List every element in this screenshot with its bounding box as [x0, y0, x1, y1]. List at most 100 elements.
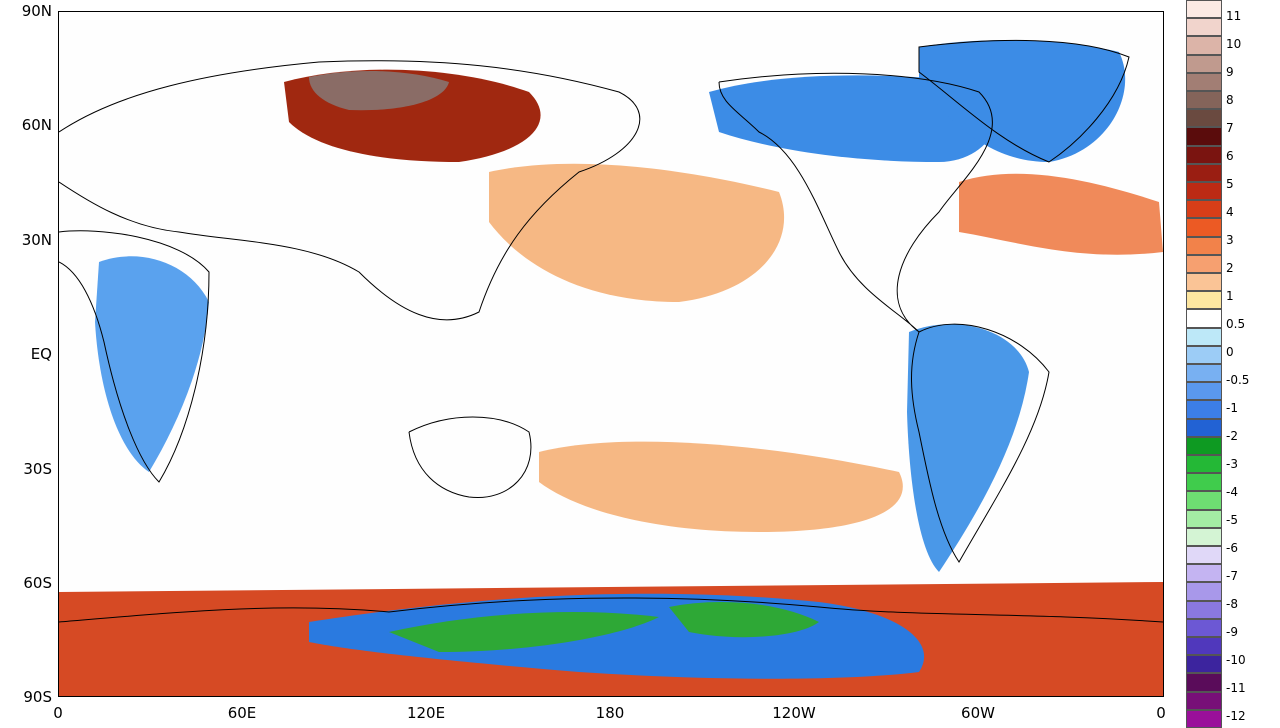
colorbar-swatch [1186, 709, 1222, 728]
colorbar-swatch [1186, 418, 1222, 437]
colorbar-swatch [1186, 54, 1222, 73]
colorbar-swatch [1186, 0, 1222, 19]
colorbar [1186, 0, 1222, 728]
colorbar-tick-label: 0 [1226, 345, 1234, 359]
colorbar-swatch [1186, 473, 1222, 492]
colorbar-tick-label: -12 [1226, 709, 1246, 723]
lon-label-0-east: 0 [1156, 704, 1166, 722]
colorbar-tick-label: -4 [1226, 485, 1238, 499]
map-canvas [59, 12, 1163, 696]
coastline-africa [59, 230, 210, 483]
lat-label-30s: 30S [23, 460, 52, 478]
colorbar-swatch [1186, 400, 1222, 419]
colorbar-tick-label: -3 [1226, 457, 1238, 471]
anomaly-map [58, 11, 1164, 697]
colorbar-swatch [1186, 218, 1222, 237]
colorbar-swatch [1186, 436, 1222, 455]
colorbar-swatch [1186, 36, 1222, 55]
colorbar-swatch [1186, 109, 1222, 128]
colorbar-swatch [1186, 145, 1222, 164]
lon-label-120e: 120E [406, 704, 446, 722]
colorbar-swatch [1186, 582, 1222, 601]
colorbar-tick-label: 4 [1226, 205, 1234, 219]
south-pacific-warm-region [539, 441, 903, 532]
colorbar-tick-label: 8 [1226, 93, 1234, 107]
colorbar-swatch [1186, 309, 1222, 328]
colorbar-swatch [1186, 254, 1222, 273]
colorbar-swatch [1186, 546, 1222, 565]
lon-label-60e: 60E [227, 704, 257, 722]
colorbar-tick-label: -7 [1226, 569, 1238, 583]
colorbar-tick-label: 6 [1226, 149, 1234, 163]
colorbar-tick-label: -2 [1226, 429, 1238, 443]
antarctica-cold-core [389, 612, 659, 652]
colorbar-tick-label: 10 [1226, 37, 1242, 51]
colorbar-tick-label: -8 [1226, 597, 1238, 611]
colorbar-tick-label: -5 [1226, 513, 1238, 527]
colorbar-swatch [1186, 18, 1222, 37]
coastline-antarctica [59, 597, 1163, 623]
colorbar-tick-label: 3 [1226, 233, 1234, 247]
colorbar-swatch [1186, 655, 1222, 674]
colorbar-swatch [1186, 364, 1222, 383]
antarctica-cold-core-east [669, 602, 819, 638]
coastline-south-america [911, 323, 1050, 563]
lat-label-60s: 60S [23, 574, 52, 592]
coastline-greenland [918, 39, 1130, 163]
colorbar-tick-label: 11 [1226, 9, 1242, 23]
lat-label-90n: 90N [21, 2, 52, 20]
colorbar-swatch [1186, 273, 1222, 292]
colorbar-swatch [1186, 509, 1222, 528]
africa-cool-region [95, 256, 209, 472]
colorbar-tick-label: -10 [1226, 653, 1246, 667]
colorbar-swatch [1186, 382, 1222, 401]
colorbar-tick-label: 2 [1226, 261, 1234, 275]
greenland-cool-region [919, 40, 1126, 162]
lon-label-180: 180 [595, 704, 625, 722]
colorbar-swatch [1186, 691, 1222, 710]
taymyr-extreme-warm-region [309, 70, 449, 111]
coastline-north-america [718, 72, 993, 333]
lon-label-60w: 60W [961, 704, 995, 722]
north-atlantic-warm-region [959, 173, 1163, 255]
colorbar-swatch [1186, 527, 1222, 546]
lat-label-30n: 30N [21, 231, 52, 249]
colorbar-tick-label: -9 [1226, 625, 1238, 639]
colorbar-swatch [1186, 564, 1222, 583]
colorbar-swatch [1186, 600, 1222, 619]
colorbar-swatch [1186, 91, 1222, 110]
colorbar-swatch [1186, 72, 1222, 91]
colorbar-swatch [1186, 345, 1222, 364]
colorbar-tick-label: 7 [1226, 121, 1234, 135]
canada-cool-region [709, 75, 998, 162]
colorbar-swatch [1186, 327, 1222, 346]
north-pacific-warm-region [489, 163, 785, 302]
colorbar-tick-label: 0.5 [1226, 317, 1246, 331]
colorbar-swatch [1186, 618, 1222, 637]
coastline-eurasia [59, 60, 641, 321]
colorbar-swatch [1186, 455, 1222, 474]
colorbar-tick-label: -11 [1226, 681, 1246, 695]
colorbar-swatch [1186, 637, 1222, 656]
colorbar-tick-label: 1 [1226, 289, 1234, 303]
colorbar-tick-label: -1 [1226, 401, 1238, 415]
lon-label-120w: 120W [772, 704, 816, 722]
colorbar-swatch [1186, 236, 1222, 255]
lat-label-eq: EQ [30, 345, 52, 363]
colorbar-tick-label: 9 [1226, 65, 1234, 79]
lat-label-90s: 90S [23, 688, 52, 706]
colorbar-swatch [1186, 163, 1222, 182]
colorbar-swatch [1186, 291, 1222, 310]
south-america-cool-region [907, 324, 1029, 572]
colorbar-swatch [1186, 127, 1222, 146]
lat-label-60n: 60N [21, 116, 52, 134]
colorbar-swatch [1186, 673, 1222, 692]
colorbar-tick-label: -0.5 [1226, 373, 1250, 387]
lon-label-0-west: 0 [53, 704, 63, 722]
colorbar-swatch [1186, 200, 1222, 219]
coastline-australia [408, 416, 532, 499]
colorbar-swatch [1186, 182, 1222, 201]
colorbar-tick-label: 5 [1226, 177, 1234, 191]
colorbar-tick-label: -6 [1226, 541, 1238, 555]
colorbar-swatch [1186, 491, 1222, 510]
